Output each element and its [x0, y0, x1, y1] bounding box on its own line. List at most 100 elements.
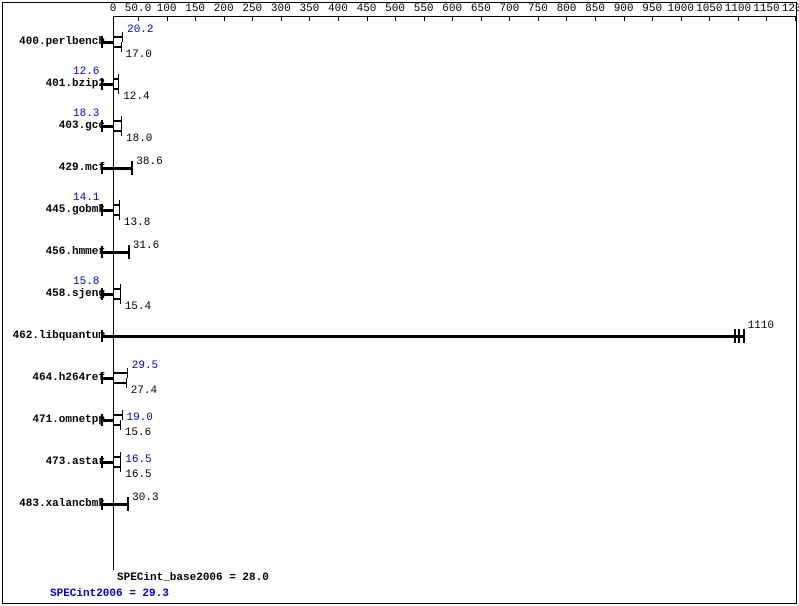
- bar-peak-open: [113, 368, 114, 378]
- x-tick-label: 450: [357, 3, 377, 15]
- bar-base-open: [113, 462, 114, 472]
- x-tick: [167, 16, 168, 21]
- x-tick-label: 1000: [668, 3, 694, 15]
- value-peak: 12.6: [73, 66, 99, 78]
- bar-peak-open: [113, 200, 114, 210]
- bar-base: [113, 382, 127, 384]
- bar-end-cap: [131, 161, 133, 175]
- x-tick: [738, 16, 739, 21]
- bar-peak-cap: [122, 410, 123, 420]
- x-tick: [395, 16, 396, 21]
- value-peak: 29.5: [132, 360, 158, 372]
- value-base: 18.0: [126, 133, 152, 145]
- bar-stub-cap: [101, 330, 103, 342]
- bar-peak-cap: [121, 116, 122, 126]
- x-tick: [709, 16, 710, 21]
- x-tick: [566, 16, 567, 21]
- bar-base-open: [113, 378, 114, 388]
- bar-base-open: [113, 126, 114, 136]
- bar-peak: [113, 372, 128, 374]
- x-tick-label: 1150: [753, 3, 779, 15]
- bar-base-cap: [119, 210, 120, 220]
- x-tick: [481, 16, 482, 21]
- bar-stub-cap: [101, 204, 103, 216]
- chart-frame: [2, 2, 797, 604]
- benchmark-label: 429.mcf: [0, 162, 105, 174]
- value-peak: 18.3: [73, 108, 99, 120]
- bar-stub-cap: [101, 372, 103, 384]
- value-base: 27.4: [131, 385, 157, 397]
- benchmark-label: 401.bzip2: [0, 78, 105, 90]
- bar-peak-cap: [118, 74, 119, 84]
- x-tick: [367, 16, 368, 21]
- x-tick-label: 950: [642, 3, 662, 15]
- bar-base: [113, 167, 132, 170]
- x-tick-label: 1100: [725, 3, 751, 15]
- bar-base-open: [113, 420, 114, 430]
- x-tick-label: 900: [614, 3, 634, 15]
- x-tick: [281, 16, 282, 21]
- bar-base: [113, 503, 128, 506]
- x-tick-label: 350: [299, 3, 319, 15]
- bar-peak-cap: [119, 200, 120, 210]
- bar-base-cap: [120, 294, 121, 304]
- bar-peak-open: [113, 116, 114, 126]
- bar-stub-cap: [101, 120, 103, 132]
- benchmark-label: 473.astar: [0, 456, 105, 468]
- benchmark-label: 471.omnetpp: [0, 414, 105, 426]
- summary-peak: SPECint2006 = 29.3: [50, 588, 169, 600]
- bar-break-tick: [734, 329, 736, 343]
- value-base: 15.6: [125, 427, 151, 439]
- x-tick-label: 1200: [782, 3, 799, 15]
- bar-base-cap: [118, 84, 119, 94]
- bar-stub-cap: [101, 498, 103, 510]
- x-tick: [652, 16, 653, 21]
- bar-end-cap: [128, 245, 130, 259]
- x-tick: [624, 16, 625, 21]
- x-axis-line: [113, 16, 795, 17]
- benchmark-label: 483.xalancbmk: [0, 498, 105, 510]
- bar-stub-cap: [101, 78, 103, 90]
- bar-peak-cap: [120, 284, 121, 294]
- bar-base-open: [113, 84, 114, 94]
- x-tick: [595, 16, 596, 21]
- x-tick: [138, 16, 139, 21]
- bar-peak-cap: [122, 32, 123, 42]
- benchmark-label: 456.hmmer: [0, 246, 105, 258]
- benchmark-label: 458.sjeng: [0, 288, 105, 300]
- x-tick: [766, 16, 767, 21]
- x-tick: [795, 16, 796, 21]
- benchmark-label: 400.perlbench: [0, 36, 105, 48]
- bar-peak-open: [113, 32, 114, 42]
- bar-peak-cap: [120, 452, 121, 462]
- summary-base: SPECint_base2006 = 28.0: [117, 572, 269, 584]
- bar-base-open: [113, 294, 114, 304]
- x-tick-label: 800: [557, 3, 577, 15]
- x-tick: [452, 16, 453, 21]
- x-tick-label: 600: [442, 3, 462, 15]
- value-base: 38.6: [136, 156, 162, 168]
- value-base: 13.8: [124, 217, 150, 229]
- x-tick: [113, 16, 114, 21]
- bar-base-cap: [121, 42, 122, 52]
- x-tick-label: 400: [328, 3, 348, 15]
- x-tick-label: 650: [471, 3, 491, 15]
- bar-base-open: [113, 42, 114, 52]
- value-peak: 14.1: [73, 192, 99, 204]
- value-base: 15.4: [125, 301, 151, 313]
- value-base: 1110: [748, 320, 774, 332]
- bar-stub-cap: [101, 456, 103, 468]
- bar-end-cap: [743, 329, 745, 343]
- benchmark-label: 445.gobmk: [0, 204, 105, 216]
- value-peak: 19.0: [127, 412, 153, 424]
- x-tick-label: 750: [528, 3, 548, 15]
- bar-stub-cap: [101, 414, 103, 426]
- value-base: 16.5: [125, 469, 151, 481]
- bar-base: [113, 335, 744, 338]
- value-base: 30.3: [132, 492, 158, 504]
- bar-base-cap: [120, 420, 121, 430]
- value-peak: 20.2: [127, 24, 153, 36]
- bar-peak-open: [113, 452, 114, 462]
- bar-peak-cap: [127, 368, 128, 378]
- x-tick: [509, 16, 510, 21]
